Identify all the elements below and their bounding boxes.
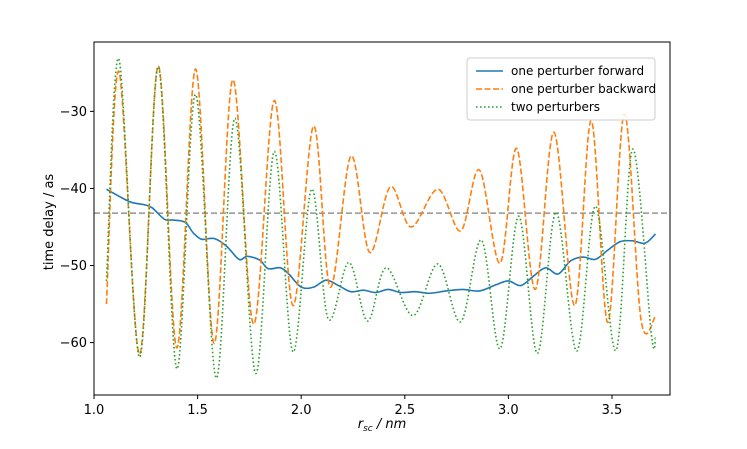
series-line-forward [106,188,657,295]
x-axis-label: rsc / nm [358,417,407,434]
x-tick-label: 2.5 [394,403,415,418]
x-axis-label-unit: / nm [373,417,407,432]
legend-label-backward: one perturber backward [511,82,656,96]
ticks-layer: 1.0 1.5 2.0 2.5 3.0 3.5 −60 −50 −40 −30 [60,105,623,418]
series-layer [105,58,657,379]
x-tick-label: 2.0 [291,403,312,418]
y-axis-label: time delay / as [42,174,57,271]
axes-layer [93,41,671,396]
x-tick-label: 1.5 [187,403,208,418]
series-line-two-perturbers [105,58,657,379]
legend-label-forward: one perturber forward [511,64,644,78]
legend: one perturber forward one perturber back… [466,57,656,121]
legend-box [466,57,656,121]
x-tick-label: 1.0 [84,403,105,418]
x-axis-label-main: r [358,417,365,432]
y-tick-label: −60 [60,336,87,351]
x-axis-label-subscript: sc [363,424,373,434]
x-tick-label: 3.5 [602,403,623,418]
x-tick-label: 3.0 [498,403,519,418]
y-tick-label: −30 [60,105,87,120]
legend-label-two-perturbers: two perturbers [511,100,600,114]
y-tick-label: −40 [60,182,87,197]
y-tick-label: −50 [60,259,87,274]
axes-frame [93,41,671,396]
